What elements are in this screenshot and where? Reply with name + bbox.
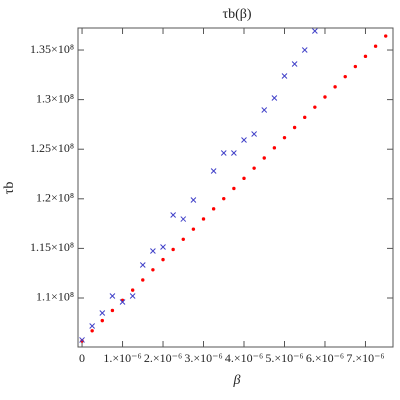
point-cross — [129, 293, 136, 299]
point-dot — [171, 247, 175, 252]
y-axis-label: τb — [2, 182, 17, 195]
x-tick-label: 1.×10⁻⁶ — [103, 351, 141, 365]
point-cross — [291, 61, 298, 67]
point-cross — [139, 262, 146, 268]
point-dot — [282, 135, 287, 140]
point-dot — [141, 278, 145, 282]
point-dot — [252, 166, 256, 170]
point-cross — [261, 107, 268, 113]
point-cross — [251, 131, 257, 137]
point-cross — [150, 248, 156, 254]
point-dot — [110, 308, 115, 313]
x-tick-label: 4.×10⁻⁶ — [225, 351, 263, 365]
point-cross — [170, 212, 177, 218]
point-dot — [130, 288, 135, 292]
point-dot — [272, 146, 277, 150]
point-dot — [100, 318, 104, 323]
chart-title: τb(β) — [222, 7, 251, 22]
point-dot — [363, 54, 368, 59]
point-cross — [109, 293, 116, 299]
point-cross — [312, 28, 318, 34]
point-cross — [301, 47, 308, 53]
point-cross — [119, 299, 126, 305]
point-dot — [222, 196, 226, 201]
point-cross — [241, 137, 247, 143]
y-tick-label: 1.35×10⁸ — [30, 42, 74, 56]
point-dot — [373, 44, 378, 48]
point-dot — [90, 329, 94, 333]
point-dot — [181, 237, 185, 242]
point-dot — [303, 115, 307, 120]
point-dot — [191, 227, 196, 231]
point-dot — [262, 156, 266, 160]
point-dot — [232, 186, 236, 191]
x-axis-label: β — [233, 373, 241, 388]
plot-frame — [77, 27, 394, 348]
point-dot — [201, 217, 206, 221]
point-cross — [231, 150, 237, 156]
point-dot — [343, 74, 347, 79]
point-cross — [210, 168, 217, 174]
point-dot — [211, 207, 216, 211]
point-cross — [160, 244, 166, 250]
y-tick-label: 1.15×10⁸ — [30, 240, 74, 254]
point-dot — [353, 64, 358, 69]
point-cross — [190, 197, 197, 203]
point-cross — [271, 95, 278, 101]
x-tick-label: 5.×10⁻⁶ — [265, 351, 303, 365]
x-tick-label: 7.×10⁻⁶ — [346, 351, 384, 365]
point-dot — [323, 95, 327, 99]
point-dot — [313, 105, 317, 109]
point-dot — [161, 257, 165, 262]
x-tick-label: 3.×10⁻⁶ — [184, 351, 222, 365]
y-tick-label: 1.2×10⁸ — [36, 191, 74, 205]
point-dot — [151, 268, 155, 272]
y-tick-label: 1.25×10⁸ — [30, 141, 74, 155]
x-tick-label: 2.×10⁻⁶ — [144, 351, 182, 365]
y-tick-label: 1.3×10⁸ — [36, 91, 74, 105]
point-cross — [79, 337, 85, 343]
x-tick-label: 0 — [79, 351, 85, 365]
point-cross — [89, 323, 96, 329]
y-tick-label: 1.1×10⁸ — [36, 290, 74, 304]
point-dot — [292, 125, 297, 130]
point-dot — [80, 339, 84, 343]
point-dot — [333, 85, 337, 89]
point-cross — [281, 73, 288, 79]
x-tick-label: 6.×10⁻⁶ — [306, 351, 344, 365]
point-cross — [220, 150, 227, 156]
point-cross — [180, 216, 187, 222]
point-dot — [384, 34, 388, 38]
point-dot — [242, 176, 246, 181]
point-cross — [99, 310, 106, 316]
